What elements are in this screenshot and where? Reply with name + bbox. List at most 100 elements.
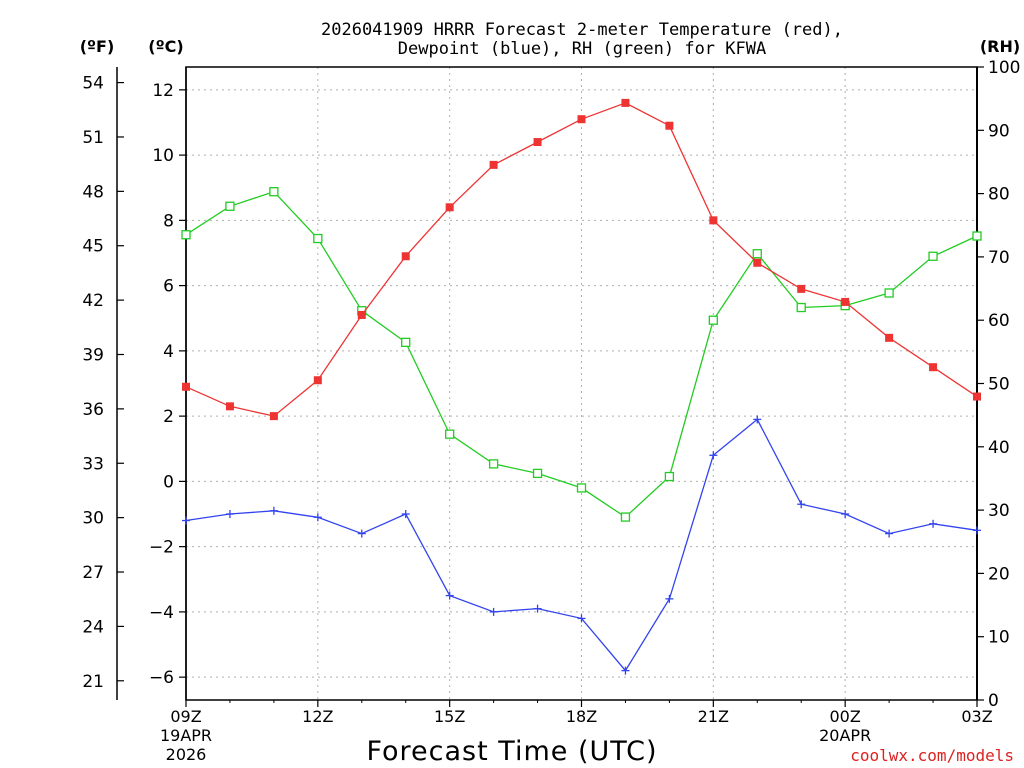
celsius-tick-label: 0 [163,472,174,492]
dewpoint-point [182,516,190,525]
dewpoint-point [841,510,850,519]
rh-point [708,315,718,325]
temperature-point [313,376,322,385]
dewpoint-point [709,451,718,460]
dewpoint-point [445,591,454,600]
dewpoint-point [225,510,234,519]
rh-point [401,337,411,348]
dewpoint-point [401,510,410,519]
temperature-point [885,333,894,342]
rh-point [532,468,543,479]
temperature-point [665,121,674,130]
rh-line [185,190,978,518]
x-axis-title: Forecast Time (UTC) [366,736,657,767]
x-tick-label: 18Z [566,707,597,726]
celsius-tick-label: 2 [163,407,174,427]
series-layer [181,98,982,675]
rh-point [445,429,455,439]
fahrenheit-tick-label: 36 [82,400,104,420]
dewpoint-point [577,614,586,623]
rh-point [928,251,938,261]
rh-point [972,231,982,241]
rh-unit-label: (RH) [980,37,1020,56]
celsius-tick-label: 4 [163,342,174,362]
rh-tick-label: 100 [988,58,1020,78]
rh-point [269,187,279,197]
temperature-point [841,297,850,306]
rh-point [796,302,806,313]
x-tick-label: 03Z [961,707,992,726]
x-tick-label: 21Z [698,707,729,726]
x-tick-label: 09Z [170,707,201,726]
rh-point [488,459,499,469]
temperature-point [445,203,454,212]
temperature-point [357,310,366,319]
chart-title-line1: 2026041909 HRRR Forecast 2-meter Tempera… [321,20,843,40]
rh-tick-label: 50 [988,375,1010,395]
fahrenheit-axis: 54 51 48 45 42 39 36 33 30 27 24 21 [82,74,124,692]
temperature-point [225,402,234,411]
celsius-tick-label: 12 [152,81,174,101]
temperature-point [753,258,762,267]
date-label: 19APR [160,726,212,745]
rh-tick-label: 0 [988,691,999,711]
rh-tick-label: 90 [988,121,1010,141]
dewpoint-point [313,513,322,522]
x-tick-label: 00Z [830,707,861,726]
fahrenheit-tick-label: 42 [82,291,104,311]
rh-point [664,471,675,482]
fahrenheit-tick-label: 45 [82,237,104,257]
series-temperature [182,98,981,421]
dewpoint-point [269,506,278,515]
dewpoint-point [929,519,938,528]
rh-point [181,230,191,240]
x-tick-label: 15Z [434,707,465,726]
temperature-point [269,412,278,421]
temperature-point [577,115,586,124]
credit-text: coolwx.com/models [850,746,1014,765]
temperature-point [182,382,190,391]
gridlines [185,67,978,700]
dewpoint-point [973,526,981,535]
dewpoint-point [753,415,762,424]
rh-tick-label: 10 [988,628,1010,648]
chart-title-line2: Dewpoint (blue), RH (green) for KFWA [398,39,766,59]
dewpoint-point [885,529,894,538]
temperature-point [973,392,981,401]
celsius-tick-label: −4 [149,603,174,623]
dewpoint-point [489,607,498,616]
temperature-point [929,363,938,372]
dewpoint-point [357,529,366,538]
rh-point [884,288,894,298]
rh-tick-label: 20 [988,564,1010,584]
rh-point [576,483,587,493]
fahrenheit-tick-label: 48 [82,182,104,202]
fahrenheit-tick-label: 33 [82,454,104,474]
fahrenheit-tick-label: 39 [82,345,104,365]
temperature-point [709,216,718,225]
celsius-tick-label: 10 [152,146,174,166]
temperature-point [489,160,498,169]
rh-tick-label: 40 [988,438,1010,458]
dewpoint-point [533,604,542,613]
temperature-point [533,138,542,147]
fahrenheit-unit-label: (ºF) [80,37,115,56]
rh-point [313,233,323,244]
series-rh [181,187,982,522]
rh-tick-label: 60 [988,311,1010,331]
rh-tick-label: 30 [988,501,1010,521]
dewpoint-point [797,500,806,509]
rh-tick-label: 80 [988,185,1010,205]
rh-point [620,512,631,522]
rh-tick-label: 70 [988,248,1010,268]
celsius-axis: 12 10 8 6 4 2 0 −2 −4 −6 [149,81,186,688]
temperature-point [797,284,806,293]
rh-point [225,201,235,211]
celsius-tick-label: 8 [163,211,174,231]
dewpoint-point [665,594,674,603]
plot-frame [185,66,978,701]
dewpoint-point [621,666,630,675]
date-label: 20APR [819,726,871,745]
